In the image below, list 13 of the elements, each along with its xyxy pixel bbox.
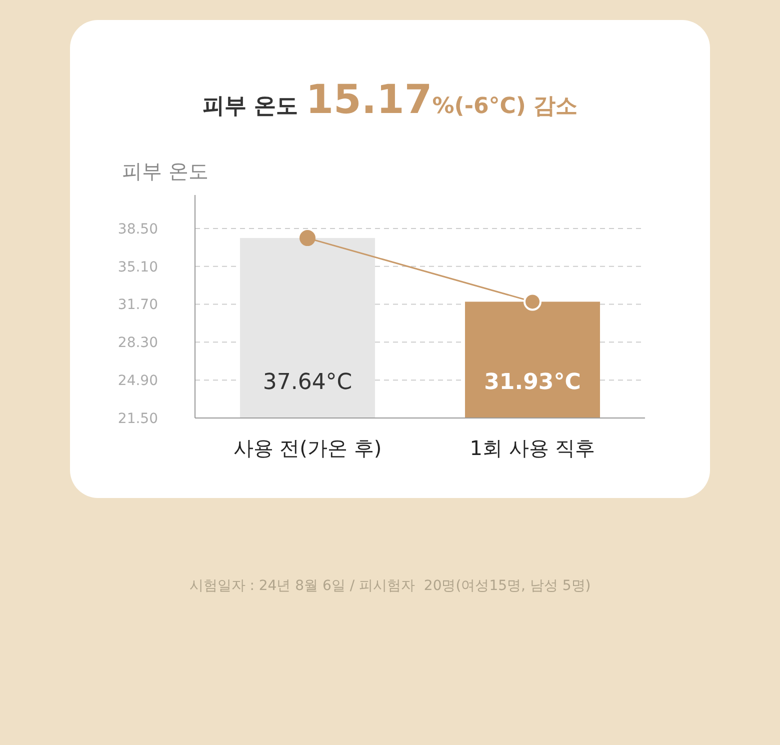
y-tick-label: 38.50 xyxy=(118,221,158,238)
data-label: 31.93°C xyxy=(484,370,581,396)
y-tick-label: 24.90 xyxy=(118,372,158,389)
data-label: 37.64°C xyxy=(262,370,352,396)
y-tick-label: 28.30 xyxy=(118,335,158,352)
y-axis-title: 피부 온도 xyxy=(122,159,208,183)
text: 시험일자 : 24년 8월 6일 / 피시험자 20명(여성15명, 남성 5명) xyxy=(189,578,591,594)
y-tick-label: 21.50 xyxy=(118,410,158,427)
chart-title: 피부 온도 15.17%(-6°C) 감소 xyxy=(202,77,578,123)
y-tick-label: 31.70 xyxy=(118,297,158,314)
x-tick-label: 1회 사용 직후 xyxy=(470,436,596,460)
x-tick-label: 사용 전(가온 후) xyxy=(233,436,382,460)
y-tick-label: 35.10 xyxy=(118,259,158,276)
